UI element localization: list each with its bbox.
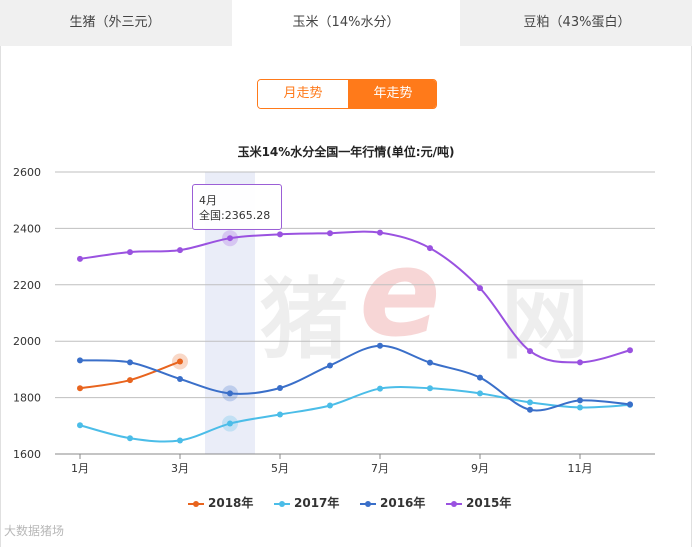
data-point — [277, 231, 283, 238]
data-point — [277, 411, 283, 418]
data-point — [627, 347, 633, 354]
data-point — [577, 359, 583, 366]
data-point — [227, 390, 233, 397]
series-2018年 — [77, 353, 188, 392]
legend-marker-icon — [446, 500, 462, 507]
data-point — [527, 399, 533, 406]
data-point — [527, 348, 533, 355]
data-point — [127, 435, 133, 442]
y-tick-label: 1800 — [13, 392, 41, 405]
data-point — [527, 406, 533, 413]
brand-watermark: 猪网e — [260, 225, 589, 371]
data-point — [377, 229, 383, 236]
y-tick-label: 1600 — [13, 448, 41, 461]
data-point — [127, 249, 133, 256]
watermark-text-right: 网 — [501, 268, 589, 371]
legend-label: 2015年 — [466, 496, 512, 510]
y-axis-ticks: 1600 1800 2000 2200 2400 2600 — [13, 166, 41, 461]
y-tick-label: 2600 — [13, 166, 41, 179]
chart-title: 玉米14%水分全国一年行情(单位:元/吨) — [237, 145, 455, 159]
data-point — [177, 358, 183, 365]
data-point — [177, 375, 183, 382]
footer-watermark: 大数据猪场 — [4, 524, 65, 538]
legend-marker-icon — [360, 500, 376, 507]
series-2015年 — [77, 229, 633, 366]
data-point — [77, 422, 83, 429]
yearly-trend-button[interactable]: 年走势 — [348, 80, 436, 108]
legend-marker-icon — [188, 500, 204, 507]
legend-item[interactable]: 2015年 — [446, 494, 511, 511]
series-line — [79, 386, 631, 443]
data-point — [427, 359, 433, 366]
data-point — [327, 362, 333, 369]
data-point — [327, 230, 333, 237]
data-point — [427, 385, 433, 392]
data-point — [377, 385, 383, 392]
chart-legend: 2018年 2017年 2016年 2015年 — [0, 494, 692, 514]
legend-label: 2017年 — [294, 496, 340, 510]
tab-soybean-meal[interactable]: 豆粕（43%蛋白） — [523, 15, 631, 30]
x-tick-label: 11月 — [568, 462, 593, 475]
watermark-text-left: 猪 — [260, 268, 348, 371]
series-2016年 — [77, 342, 633, 413]
data-point — [127, 359, 133, 366]
x-tick-label: 3月 — [171, 462, 189, 475]
legend-marker-icon — [274, 500, 290, 507]
data-point — [577, 404, 583, 411]
tab-corn[interactable]: 玉米（14%水分） — [232, 0, 460, 46]
data-point — [627, 401, 633, 408]
data-point — [477, 285, 483, 292]
data-point — [227, 420, 233, 427]
data-point — [177, 247, 183, 254]
legend-item[interactable]: 2017年 — [274, 494, 339, 511]
data-point — [227, 235, 233, 242]
y-tick-label: 2400 — [13, 222, 41, 235]
tab-live-pig[interactable]: 生猪（外三元） — [69, 15, 161, 30]
data-point — [377, 342, 383, 349]
y-tick-label: 2200 — [13, 279, 41, 292]
monthly-trend-button[interactable]: 月走势 — [258, 80, 348, 108]
data-point — [477, 374, 483, 381]
legend-label: 2016年 — [380, 496, 426, 510]
legend-item[interactable]: 2018年 — [188, 494, 253, 511]
category-tabs: 生猪（外三元） 玉米（14%水分） 豆粕（43%蛋白） — [0, 0, 692, 46]
legend-item[interactable]: 2016年 — [360, 494, 425, 511]
data-point — [277, 385, 283, 392]
data-point — [477, 390, 483, 397]
x-tick-label: 7月 — [371, 462, 389, 475]
data-point — [427, 245, 433, 252]
x-tick-label: 1月 — [71, 462, 89, 475]
x-tick-label: 9月 — [471, 462, 489, 475]
series-2017年 — [77, 385, 633, 444]
tooltip-value: 全国:2365.28 — [199, 209, 271, 222]
frame-left — [0, 46, 1, 547]
y-tick-label: 2000 — [13, 335, 41, 348]
data-point — [77, 385, 83, 392]
data-point — [327, 402, 333, 409]
value-tooltip: 4月 全国:2365.28 — [192, 184, 282, 230]
data-point — [77, 255, 83, 262]
legend-label: 2018年 — [208, 496, 254, 510]
data-point — [77, 357, 83, 364]
tooltip-month: 4月 — [199, 194, 217, 207]
trend-toggle: 月走势 年走势 — [257, 79, 437, 109]
series-line — [79, 360, 181, 390]
data-point — [177, 437, 183, 444]
x-tick-label: 5月 — [271, 462, 289, 475]
series-line — [79, 344, 631, 412]
x-axis: 1月 3月 5月 7月 9月 11月 — [55, 453, 655, 475]
data-point — [577, 397, 583, 404]
series-group — [77, 229, 633, 444]
data-point — [127, 377, 133, 384]
